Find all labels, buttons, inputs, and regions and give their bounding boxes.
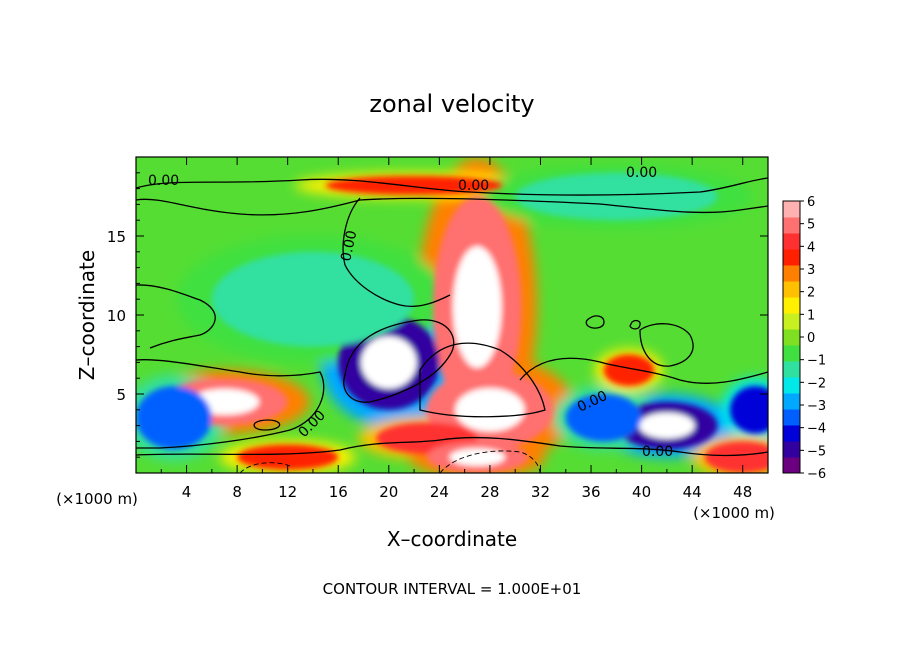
colorbar-label-8: −2 — [807, 376, 826, 391]
colorbar-swatch-15 — [783, 217, 800, 234]
x-tick-label-16: 16 — [329, 483, 348, 501]
colorbar-label-6: 0 — [807, 331, 815, 346]
contour-label-2: 0.00 — [458, 178, 489, 194]
zero-contour-upper-lower — [136, 197, 768, 216]
contour-label-1: 0.00 — [148, 173, 179, 189]
colorbar-swatch-4 — [783, 393, 800, 410]
chart-title: zonal velocity — [369, 90, 534, 118]
dashed-contour-1 — [439, 450, 541, 473]
field-saturated-3 — [360, 336, 417, 389]
x-tick-label-28: 28 — [480, 483, 499, 501]
colorbar-swatch-5 — [783, 377, 800, 394]
zero-contour-right-lower — [519, 357, 768, 384]
field-feature-10 — [515, 172, 718, 221]
colorbar-swatch-16 — [783, 201, 800, 218]
field-feature-2 — [325, 175, 503, 195]
colorbar-frame — [782, 200, 801, 474]
colorbar-label-2: 4 — [807, 240, 815, 255]
x-axis: 4 8 12 16 20 24 28 32 36 40 44 48 — [160, 157, 752, 501]
x-tick-label-4: 4 — [182, 483, 192, 501]
zero-contour-lower-left — [136, 359, 325, 449]
field-saturated-12 — [449, 448, 506, 466]
contour-label-4: 0.00 — [338, 229, 360, 263]
colorbar-swatch-13 — [783, 249, 800, 266]
contour-label-7: 0.00 — [642, 444, 673, 460]
colorbar-swatch-10 — [783, 297, 800, 314]
colorbar-swatch-6 — [783, 361, 800, 378]
y-tick-label-15: 15 — [107, 228, 126, 246]
x-tick-label-48: 48 — [733, 483, 752, 501]
zero-contour-small-3 — [253, 419, 281, 431]
field-feature-11 — [211, 251, 415, 347]
colorbar-swatch-1 — [783, 441, 800, 458]
colorbar-label-0: 6 — [807, 195, 815, 210]
y-axis-label: Z–coordinate — [75, 250, 99, 380]
plot-area: 0.00 0.00 0.00 0.00 0.00 0.00 0.00 — [136, 157, 768, 473]
zero-contour-mid — [342, 197, 451, 307]
field-feature-6 — [565, 394, 642, 442]
zero-contour-right-loop — [639, 323, 694, 367]
colorbar-label-11: −5 — [807, 444, 826, 459]
colorbar-label-1: 5 — [807, 218, 815, 233]
field-saturated-1 — [455, 388, 525, 432]
x-tick-label-44: 44 — [683, 483, 702, 501]
colorbar-label-5: 1 — [807, 308, 815, 323]
field-saturated-0 — [452, 246, 502, 368]
field-feature-13 — [730, 386, 768, 434]
colorbar-swatch-0 — [783, 457, 800, 474]
zero-contours — [136, 177, 768, 457]
x-tick-label-40: 40 — [632, 483, 651, 501]
zero-contour-small-2 — [629, 319, 641, 330]
x-unit-left: (×1000 m) — [56, 490, 138, 508]
zero-contour-small-1 — [585, 315, 605, 329]
colorbar-label-3: 3 — [807, 263, 815, 278]
x-tick-label-12: 12 — [278, 483, 297, 501]
colorbar-label-9: −3 — [807, 399, 826, 414]
zero-contour-upper — [136, 177, 768, 196]
colorbar-label-7: −1 — [807, 354, 826, 369]
x-axis-label: X–coordinate — [387, 527, 517, 551]
contour-interval-note: CONTOUR INTERVAL = 1.000E+01 — [323, 580, 582, 598]
negative-contours — [239, 450, 541, 473]
colorbar-swatch-3 — [783, 409, 800, 426]
x-unit-right: (×1000 m) — [693, 504, 775, 522]
colorbar-label-10: −4 — [807, 422, 826, 437]
field-feature-14 — [704, 441, 768, 473]
y-tick-label-5: 5 — [116, 386, 126, 404]
field-feature-7 — [136, 386, 212, 450]
colorbar-swatch-11 — [783, 281, 800, 298]
colorbar-swatch-8 — [783, 329, 800, 346]
colorbar-swatch-9 — [783, 313, 800, 330]
y-axis: 5 10 15 — [107, 172, 768, 458]
zero-contour-left-bump — [136, 284, 216, 349]
colorbar-swatch-7 — [783, 345, 800, 362]
zero-contour-core-positive — [419, 342, 546, 418]
x-tick-label-36: 36 — [581, 483, 600, 501]
colorbar: 6 5 4 3 2 1 0 −1 −2 −3 −4 −5 −6 — [783, 195, 826, 482]
contour-label-3: 0.00 — [626, 165, 657, 181]
x-tick-label-24: 24 — [430, 483, 449, 501]
zero-contour-bottom — [136, 436, 768, 457]
x-tick-label-20: 20 — [379, 483, 398, 501]
colorbar-label-4: 2 — [807, 286, 815, 301]
field-feature-9 — [603, 354, 655, 387]
x-tick-label-32: 32 — [531, 483, 550, 501]
field-cores — [136, 172, 768, 473]
colorbar-swatch-14 — [783, 233, 800, 250]
x-tick-label-8: 8 — [232, 483, 242, 501]
zero-contour-core-negative — [343, 319, 455, 403]
colorbar-swatch-12 — [783, 265, 800, 282]
field-saturated-5 — [639, 412, 695, 439]
colorbar-label-12: −6 — [807, 467, 826, 482]
dashed-contour-2 — [239, 462, 291, 473]
y-tick-label-10: 10 — [107, 307, 126, 325]
colorbar-swatch-2 — [783, 425, 800, 442]
